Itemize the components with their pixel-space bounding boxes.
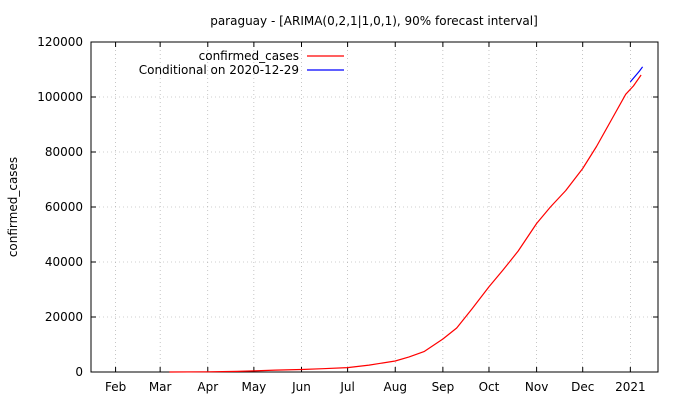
y-tick-label: 80000	[45, 145, 83, 159]
x-tick-label: Aug	[384, 380, 407, 394]
series-lines	[169, 66, 644, 373]
x-tick-label: Dec	[571, 380, 594, 394]
x-tick-label: Jul	[339, 380, 354, 394]
x-tick-label: Oct	[479, 380, 500, 394]
chart-title: paraguay - [ARIMA(0,2,1|1,0,1), 90% fore…	[210, 14, 538, 28]
plot-frame	[90, 41, 659, 373]
y-tick-label: 40000	[45, 255, 83, 269]
y-axis-label: confirmed_cases	[6, 157, 20, 257]
x-tick-label: Sep	[432, 380, 455, 394]
gridlines	[91, 42, 658, 372]
x-tick-label: May	[241, 380, 266, 394]
y-tick-label: 60000	[45, 200, 83, 214]
series-line	[629, 66, 644, 83]
legend-label: confirmed_cases	[199, 49, 299, 63]
series-line	[169, 74, 642, 373]
x-tick-label: Nov	[525, 380, 548, 394]
y-tick-label: 0	[75, 365, 83, 379]
x-tick-label: Mar	[149, 380, 172, 394]
y-tick-label: 20000	[45, 310, 83, 324]
x-tick-label: Feb	[105, 380, 126, 394]
x-tick-label: Apr	[197, 380, 218, 394]
y-tick-label: 100000	[37, 90, 83, 104]
axis-ticks: 0 20000 40000 60000 80000 100000 120000 Feb Mar A…	[37, 35, 658, 394]
x-tick-label: 2021	[615, 380, 646, 394]
x-tick-label: Jun	[291, 380, 311, 394]
y-tick-label: 120000	[37, 35, 83, 49]
legend-label: Conditional on 2020-12-29	[139, 63, 299, 77]
